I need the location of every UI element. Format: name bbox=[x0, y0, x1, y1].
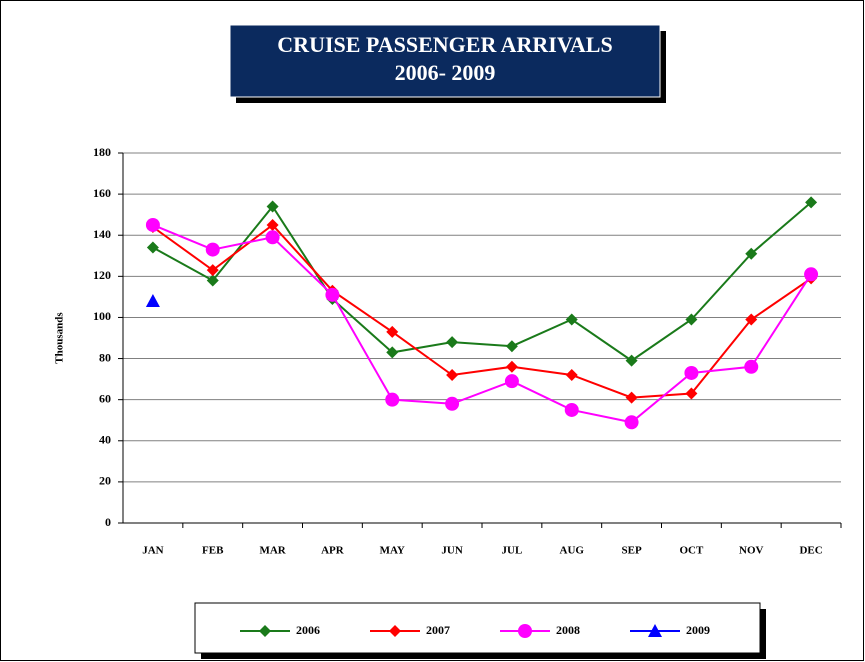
data-point bbox=[744, 359, 759, 374]
title-box bbox=[229, 24, 661, 98]
data-point bbox=[564, 402, 579, 417]
legend-label: 2006 bbox=[296, 623, 320, 637]
data-point bbox=[206, 264, 219, 277]
data-point bbox=[625, 391, 638, 404]
data-point bbox=[504, 374, 519, 389]
x-tick-label: APR bbox=[321, 545, 345, 557]
data-point bbox=[445, 396, 460, 411]
y-tick-label: 140 bbox=[93, 227, 111, 241]
x-tick-label: JAN bbox=[142, 545, 163, 557]
y-tick-label: 180 bbox=[93, 145, 111, 159]
data-point bbox=[685, 313, 698, 326]
data-point bbox=[685, 387, 698, 400]
y-tick-label: 120 bbox=[93, 268, 111, 282]
data-point bbox=[266, 200, 279, 213]
series-line bbox=[152, 201, 812, 362]
x-tick-label: DEC bbox=[799, 545, 822, 557]
data-point bbox=[146, 241, 159, 254]
data-point bbox=[145, 294, 160, 307]
chart-subtitle: 2006- 2009 bbox=[395, 60, 496, 85]
data-point bbox=[804, 267, 819, 282]
data-point bbox=[565, 369, 578, 381]
data-point bbox=[206, 274, 219, 287]
data-point bbox=[625, 354, 638, 367]
y-tick-label: 60 bbox=[99, 391, 111, 405]
legend-marker bbox=[259, 625, 271, 637]
y-tick-label: 100 bbox=[93, 309, 111, 323]
legend-marker bbox=[389, 625, 401, 637]
legend-label: 2007 bbox=[426, 623, 450, 637]
data-point bbox=[386, 325, 399, 338]
data-point bbox=[386, 346, 399, 359]
data-point bbox=[446, 336, 459, 349]
y-axis-label: Thousands bbox=[54, 312, 66, 364]
data-point bbox=[385, 392, 400, 407]
data-point bbox=[745, 247, 758, 260]
legend-box bbox=[194, 602, 761, 654]
y-tick-label: 40 bbox=[99, 433, 111, 447]
x-tick-label: AUG bbox=[560, 545, 585, 557]
data-point bbox=[145, 217, 160, 232]
data-point bbox=[266, 218, 279, 231]
data-point bbox=[745, 313, 758, 326]
data-point bbox=[446, 369, 459, 381]
data-point bbox=[205, 242, 220, 257]
legend-marker bbox=[648, 624, 662, 637]
y-tick-label: 80 bbox=[99, 350, 111, 364]
x-tick-label: MAR bbox=[259, 545, 286, 557]
x-tick-label: JUN bbox=[441, 545, 462, 557]
x-tick-label: MAY bbox=[380, 545, 405, 557]
x-tick-label: JUL bbox=[502, 545, 523, 557]
data-point bbox=[505, 360, 518, 373]
legend-label: 2008 bbox=[556, 623, 580, 637]
y-tick-label: 160 bbox=[93, 186, 111, 200]
legend-label: 2009 bbox=[686, 623, 710, 637]
x-tick-label: OCT bbox=[679, 545, 704, 557]
series-line bbox=[152, 224, 812, 424]
data-point bbox=[684, 365, 699, 380]
data-point bbox=[624, 415, 639, 430]
series-line bbox=[152, 223, 812, 399]
data-point bbox=[805, 196, 818, 209]
x-tick-label: FEB bbox=[202, 545, 224, 557]
legend-marker bbox=[518, 624, 532, 638]
data-point bbox=[565, 313, 578, 326]
x-tick-label: SEP bbox=[621, 545, 641, 557]
chart-title: CRUISE PASSENGER ARRIVALS bbox=[277, 32, 612, 57]
y-tick-label: 20 bbox=[99, 474, 111, 488]
x-tick-label: NOV bbox=[739, 545, 764, 557]
y-tick-label: 0 bbox=[105, 515, 111, 529]
data-point bbox=[325, 287, 340, 302]
data-point bbox=[505, 340, 518, 353]
data-point bbox=[265, 230, 280, 245]
